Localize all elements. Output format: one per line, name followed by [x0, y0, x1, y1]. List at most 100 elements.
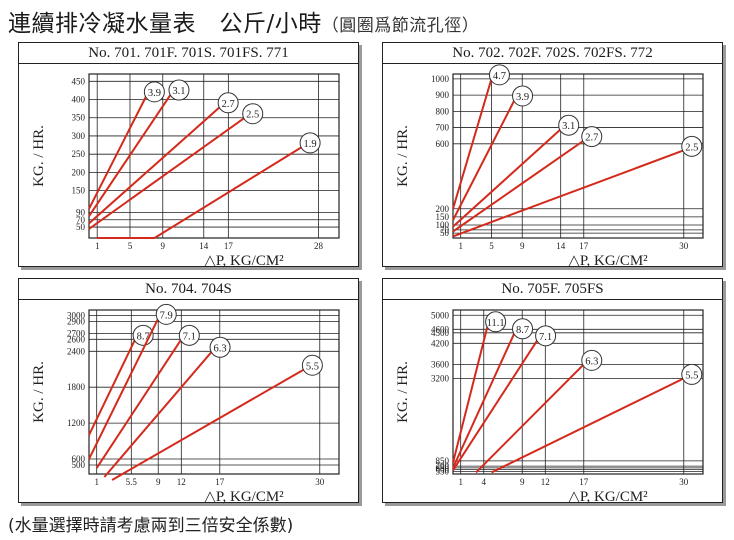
y-axis-label: KG. / HR.	[31, 125, 47, 187]
x-tick-label: 30	[679, 241, 689, 251]
y-tick-label: 1200	[67, 418, 86, 428]
orifice-circle	[217, 92, 239, 114]
chart-panel-701: No. 701. 701F. 701S. 701FS. 771 50 70 90 15…	[18, 42, 359, 269]
y-tick-label: 150	[436, 212, 450, 222]
series-label: 7.9	[160, 310, 173, 321]
x-tick-label: 1	[458, 241, 463, 251]
series-line	[452, 332, 516, 469]
x-tick-label: 4	[482, 477, 487, 487]
orifice-circle	[535, 325, 557, 347]
y-tick-label: 3000	[67, 310, 86, 320]
y-tick-label: 5000	[431, 310, 450, 320]
series-label: 8.7	[516, 325, 529, 336]
series-line	[452, 78, 493, 210]
series-label: 4.7	[493, 71, 506, 82]
title-main: 連續排冷凝水量表 公斤/小時	[8, 11, 322, 37]
x-tick-label: 17	[215, 477, 225, 487]
orifice-circle	[681, 135, 703, 157]
x-tick-label: 5	[489, 241, 494, 251]
series-line	[491, 377, 685, 474]
y-tick-label: 3200	[431, 373, 450, 383]
series-label: 5.5	[685, 370, 698, 381]
orifice-circle	[512, 318, 534, 340]
y-tick-label: 3600	[431, 359, 450, 369]
y-tick-label: 700	[436, 461, 450, 471]
y-tick-label: 450	[72, 76, 86, 86]
y-tick-label: 900	[436, 90, 450, 100]
y-tick-label: 300	[72, 131, 86, 141]
y-tick-label: 850	[436, 456, 450, 466]
y-tick-label: 700	[436, 123, 450, 133]
series-label: 2.7	[585, 133, 598, 144]
series-label: 7.1	[539, 332, 552, 343]
y-tick-label: 100	[436, 220, 450, 230]
x-axis-label: △P, KG/CM²	[568, 489, 648, 505]
x-tick-label: 12	[177, 477, 186, 487]
x-tick-label: 9	[156, 477, 161, 487]
y-tick-label: 200	[436, 204, 450, 214]
orifice-circle	[168, 79, 190, 101]
y-tick-label: 600	[72, 454, 86, 464]
series-line	[452, 99, 516, 221]
orifice-circle	[178, 324, 200, 346]
y-tick-label: 4500	[431, 328, 450, 338]
series-line	[88, 116, 246, 230]
orifice-circle	[512, 85, 534, 107]
series-label: 3.9	[516, 92, 529, 103]
series-line	[452, 139, 585, 233]
x-tick-label: 30	[315, 477, 325, 487]
x-tick-label: 14	[199, 241, 209, 251]
y-tick-label: 350	[72, 113, 86, 123]
series-line	[475, 363, 585, 474]
chart-panel-704: No. 704. 704S 500 600 1200 1800 2400 2600 2700…	[18, 278, 359, 505]
x-axis-label: △P, KG/CM²	[568, 253, 648, 269]
x-tick-label: 5.5	[126, 477, 138, 487]
x-tick-label: 1	[458, 477, 463, 487]
series-label: 11.1	[487, 318, 505, 329]
series-label: 6.3	[214, 343, 227, 354]
series-line	[452, 325, 489, 463]
series-label: 2.7	[222, 99, 235, 110]
series-line	[103, 350, 213, 478]
series-label: 6.3	[585, 356, 598, 367]
chart-title: No. 704. 704S	[19, 279, 358, 300]
series-line	[452, 149, 685, 238]
orifice-circle	[485, 311, 507, 333]
orifice-circle	[242, 103, 264, 125]
title-subtitle: （圓圈爲節流孔徑）	[321, 16, 480, 36]
y-tick-label: 4200	[431, 338, 450, 348]
x-tick-label: 28	[314, 241, 324, 251]
series-label: 1.9	[304, 139, 317, 150]
chart-title: No. 702. 702F. 702S. 702FS. 772	[383, 43, 722, 64]
chart-panel-705: No. 705F. 705FS 550 600 650 700 850 3200 3600 4…	[382, 278, 723, 505]
y-tick-label: 1800	[67, 382, 86, 392]
x-tick-label: 12	[541, 477, 550, 487]
series-label: 2.5	[246, 110, 259, 121]
series-label: 3.1	[172, 86, 185, 97]
y-tick-label: 70	[440, 225, 450, 235]
y-tick-label: 50	[76, 222, 86, 232]
chart-title: No. 705F. 705FS	[383, 279, 722, 300]
y-tick-label: 600	[436, 465, 450, 475]
y-tick-label: 600	[436, 139, 450, 149]
chart-panel-702: No. 702. 702F. 702S. 702FS. 772 50 70 100 1…	[382, 42, 723, 269]
orifice-circle	[209, 336, 231, 358]
y-tick-label: 800	[436, 106, 450, 116]
y-tick-label: 2400	[67, 346, 86, 356]
y-tick-label: 50	[440, 228, 450, 238]
series-line	[452, 339, 539, 471]
y-tick-label: 90	[76, 207, 86, 217]
series-line	[88, 93, 172, 217]
x-axis-label: △P, KG/CM²	[204, 253, 284, 269]
y-tick-label: 2900	[67, 316, 86, 326]
orifice-circle	[681, 363, 703, 385]
series-line	[88, 95, 148, 210]
series-label: 3.1	[562, 121, 575, 132]
y-tick-label: 150	[72, 186, 86, 196]
orifice-circle	[488, 64, 510, 86]
series-label: 8.7	[137, 331, 150, 342]
orifice-circle	[581, 126, 603, 148]
series-line	[452, 128, 562, 228]
y-tick-label: 650	[436, 463, 450, 473]
